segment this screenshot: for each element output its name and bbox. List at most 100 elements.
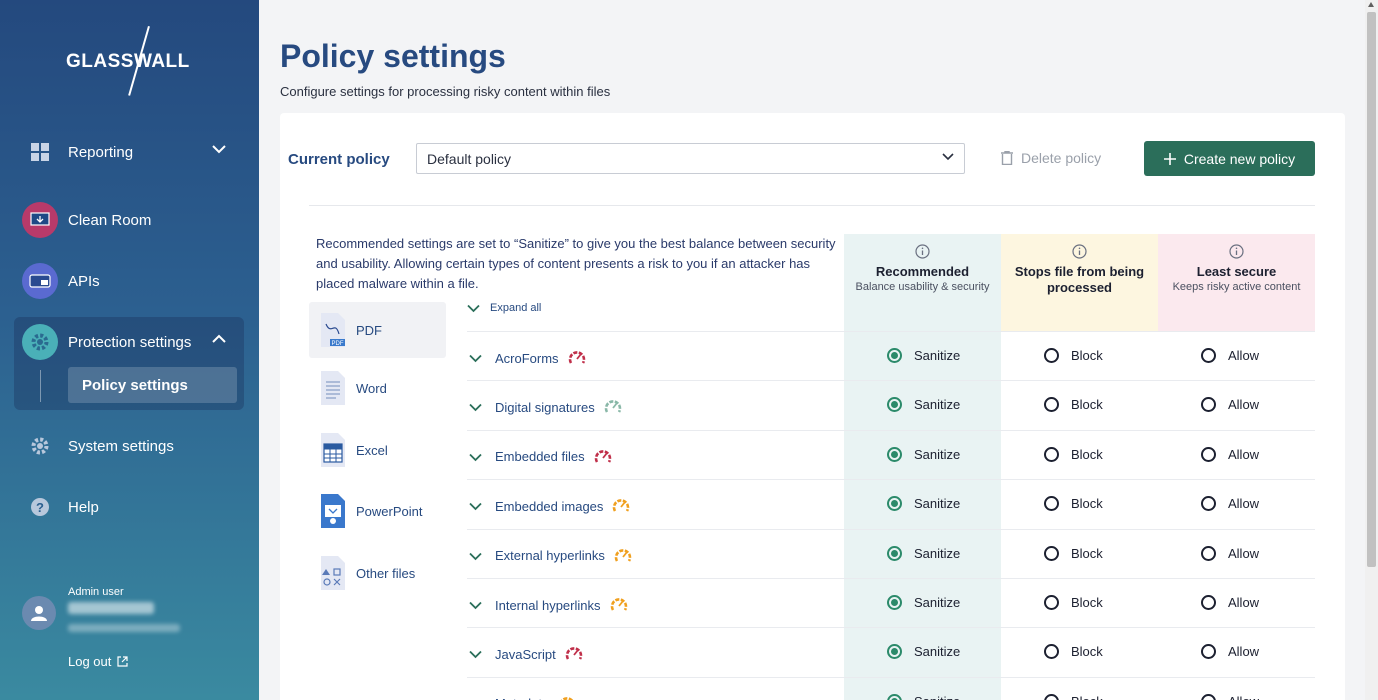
avatar[interactable] [22, 596, 56, 630]
radio[interactable] [1201, 446, 1216, 462]
expand-all-button[interactable]: Expand all [467, 302, 541, 314]
allow-option[interactable]: Allow [1201, 496, 1259, 512]
sidebar-item-help[interactable]: ? Help [14, 485, 244, 529]
chevron-down-icon[interactable] [469, 403, 482, 412]
allow-option[interactable]: Allow [1201, 545, 1259, 561]
allow-option[interactable]: Allow [1201, 595, 1259, 610]
chevron-up-icon [212, 334, 226, 343]
radio-selected[interactable] [887, 397, 902, 413]
sanitize-label: Sanitize [914, 446, 961, 462]
row-label[interactable]: Internal hyperlinks [495, 595, 629, 615]
sanitize-label: Sanitize [914, 694, 960, 700]
chevron-down-icon[interactable] [469, 552, 482, 561]
block-option[interactable]: Block [1044, 446, 1103, 462]
row-label[interactable]: Metadata [495, 694, 577, 700]
sidebar-item-label: System settings [68, 437, 174, 455]
scroll-up-arrow[interactable] [1368, 2, 1374, 7]
block-option[interactable]: Block [1044, 545, 1103, 561]
info-icon[interactable] [1072, 244, 1087, 259]
block-option[interactable]: Block [1044, 693, 1103, 700]
sidebar-item-apis[interactable]: APIs [14, 259, 244, 303]
radio[interactable] [1201, 693, 1216, 700]
radio[interactable] [1201, 644, 1216, 660]
policy-select[interactable]: Default policy [416, 143, 965, 174]
radio[interactable] [1044, 644, 1059, 660]
sidebar-item-clean-room[interactable]: Clean Room [14, 198, 244, 242]
row-label[interactable]: JavaScript [495, 644, 584, 664]
radio[interactable] [1201, 348, 1216, 363]
chevron-down-icon[interactable] [469, 354, 482, 363]
allow-option[interactable]: Allow [1201, 397, 1259, 413]
sidebar-item-label: Help [68, 498, 99, 516]
block-option[interactable]: Block [1044, 348, 1103, 363]
chevron-down-icon[interactable] [469, 601, 482, 610]
sidebar-item-label: Clean Room [68, 211, 152, 229]
radio[interactable] [1044, 496, 1059, 512]
row-label[interactable]: External hyperlinks [495, 546, 633, 566]
row-label[interactable]: Embedded images [495, 496, 631, 516]
radio-selected[interactable] [887, 446, 902, 462]
block-label: Block [1071, 644, 1103, 660]
radio-selected[interactable] [887, 496, 902, 512]
sanitize-option[interactable]: Sanitize [887, 446, 961, 462]
radio[interactable] [1044, 397, 1059, 413]
allow-option[interactable]: Allow [1201, 693, 1259, 700]
admin-email-redacted [68, 624, 180, 632]
radio[interactable] [1044, 446, 1059, 462]
file-type-powerpoint[interactable]: PowerPoint [309, 483, 446, 539]
allow-option[interactable]: Allow [1201, 644, 1259, 660]
radio[interactable] [1201, 397, 1216, 413]
radio-selected[interactable] [887, 644, 902, 660]
chevron-down-icon[interactable] [469, 650, 482, 659]
chevron-down-icon[interactable] [469, 453, 482, 462]
scrollbar[interactable] [1365, 0, 1378, 700]
radio[interactable] [1201, 496, 1216, 512]
file-type-pdf[interactable]: PDF PDF [309, 302, 446, 358]
allow-option[interactable]: Allow [1201, 446, 1259, 462]
sanitize-option[interactable]: Sanitize [887, 397, 961, 413]
radio[interactable] [1044, 348, 1059, 363]
radio-selected[interactable] [887, 693, 902, 700]
file-type-other[interactable]: Other files [309, 545, 446, 601]
sidebar-item-protection-settings[interactable]: Protection settings [14, 320, 244, 364]
sanitize-option[interactable]: Sanitize [887, 693, 960, 700]
chevron-down-icon[interactable] [469, 502, 482, 511]
scrollbar-thumb[interactable] [1367, 12, 1376, 567]
file-type-word[interactable]: Word [309, 360, 446, 416]
radio[interactable] [1201, 595, 1216, 610]
sanitize-option[interactable]: Sanitize [887, 348, 960, 363]
sanitize-label: Sanitize [914, 397, 961, 413]
radio-selected[interactable] [887, 595, 902, 610]
sidebar-subitem-policy-settings[interactable]: Policy settings [68, 367, 237, 403]
radio[interactable] [1044, 595, 1059, 610]
sanitize-option[interactable]: Sanitize [887, 644, 960, 660]
sidebar-item-system-settings[interactable]: System settings [14, 424, 244, 468]
create-new-policy-button[interactable]: Create new policy [1144, 141, 1315, 176]
logout-link[interactable]: Log out [68, 654, 128, 669]
row-label-text: Metadata [495, 696, 549, 700]
radio-selected[interactable] [887, 348, 902, 363]
sanitize-option[interactable]: Sanitize [887, 595, 960, 610]
sanitize-option[interactable]: Sanitize [887, 496, 960, 512]
recommended-title: Recommended [875, 264, 970, 279]
delete-policy-button[interactable]: Delete policy [1001, 150, 1101, 166]
block-option[interactable]: Block [1044, 595, 1103, 610]
row-label[interactable]: AcroForms [495, 348, 587, 368]
block-option[interactable]: Block [1044, 397, 1103, 413]
allow-option[interactable]: Allow [1201, 348, 1259, 363]
sidebar-item-reporting[interactable]: Reporting [14, 130, 244, 174]
block-option[interactable]: Block [1044, 644, 1103, 660]
info-icon[interactable] [915, 244, 930, 259]
table-row: JavaScript Sanitize Block Allow [467, 627, 1315, 676]
row-label[interactable]: Digital signatures [495, 397, 623, 417]
radio[interactable] [1044, 693, 1059, 700]
info-icon[interactable] [1229, 244, 1244, 259]
radio[interactable] [1201, 545, 1216, 561]
row-label[interactable]: Embedded files [495, 447, 613, 467]
radio[interactable] [1044, 545, 1059, 561]
file-type-excel[interactable]: Excel [309, 422, 446, 478]
glasswall-logo[interactable]: GLASSWALL [66, 26, 196, 96]
block-option[interactable]: Block [1044, 496, 1103, 512]
radio-selected[interactable] [887, 545, 902, 561]
sanitize-option[interactable]: Sanitize [887, 545, 960, 561]
